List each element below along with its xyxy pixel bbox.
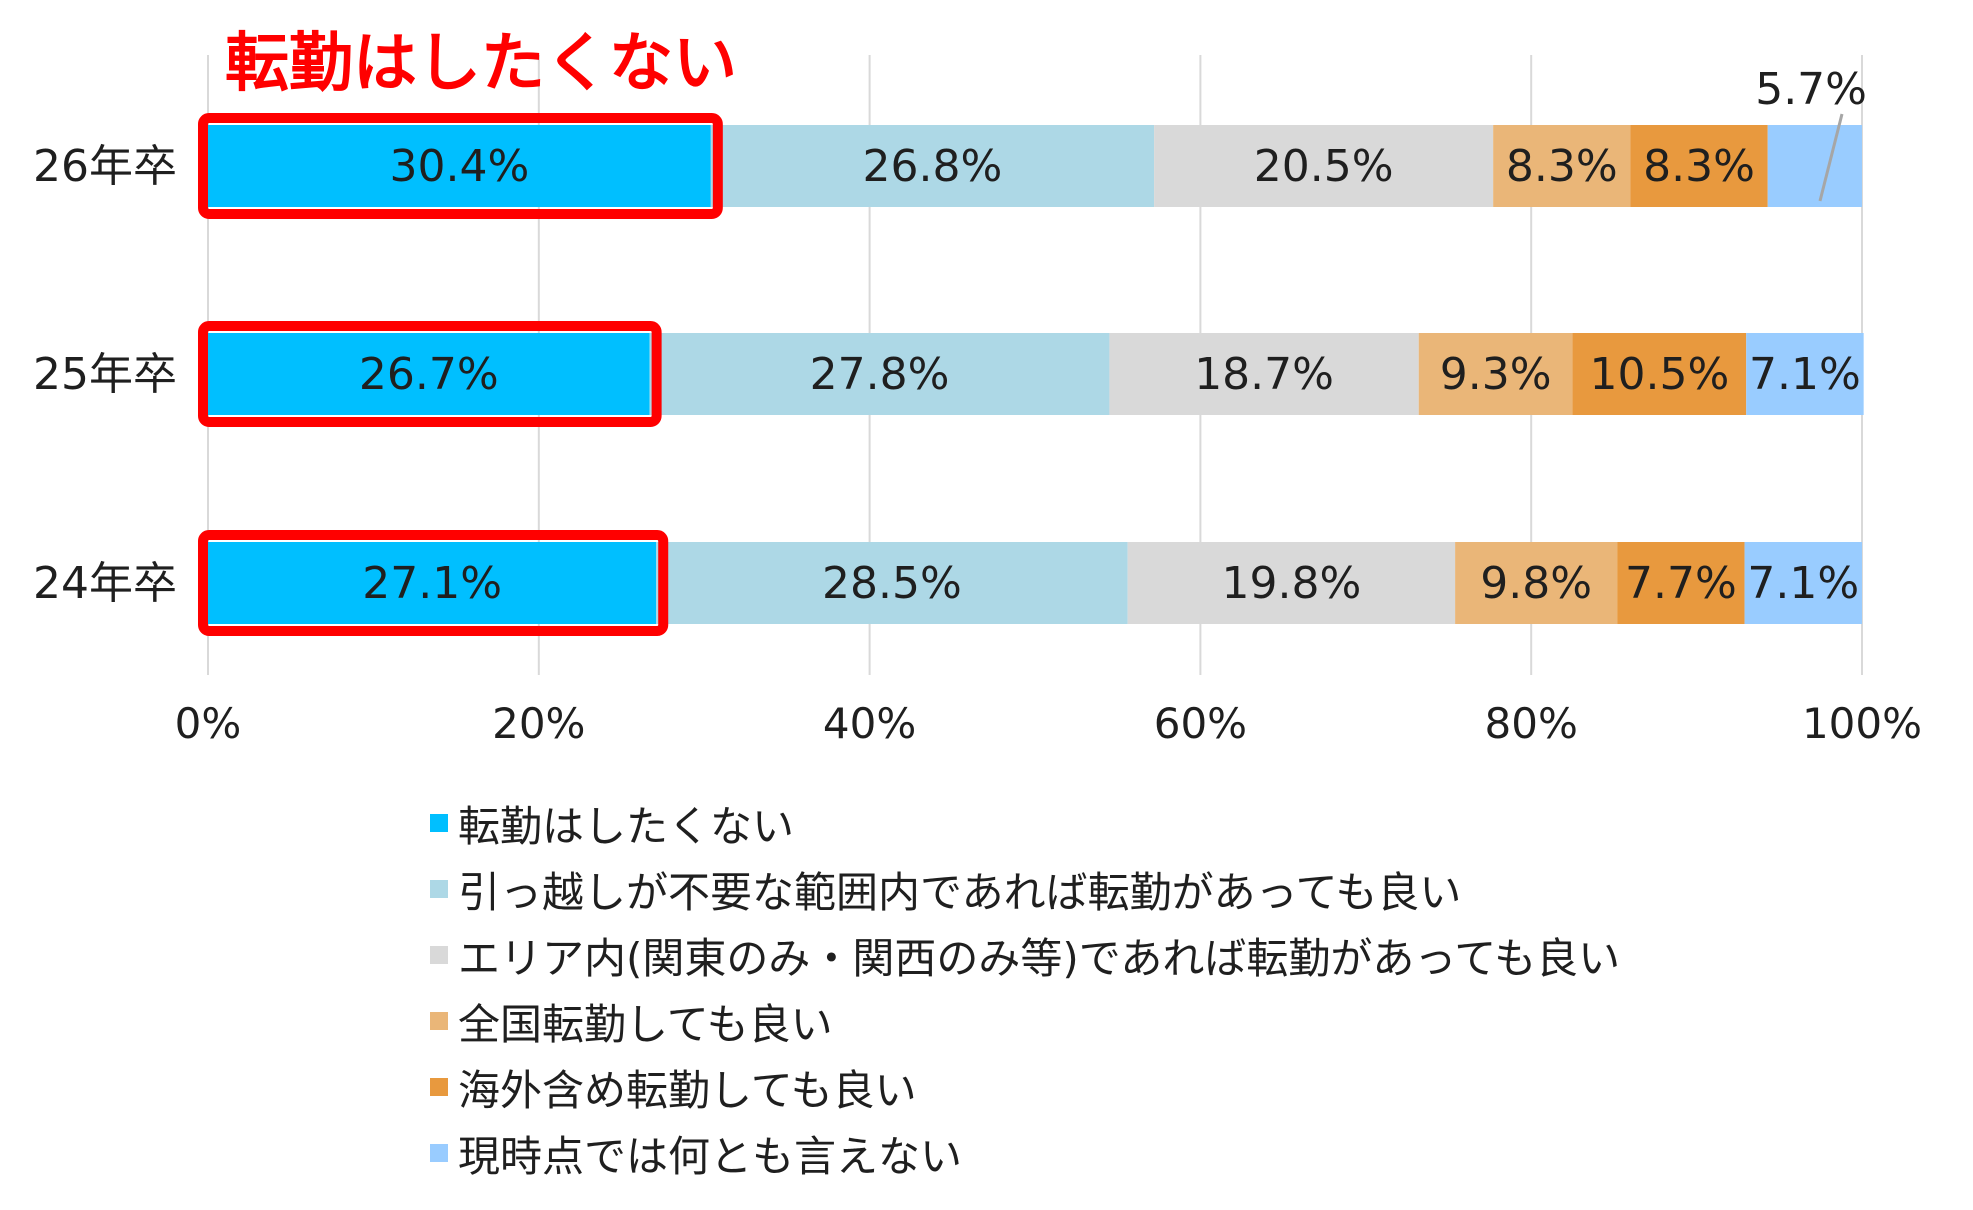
bar-segment [710,125,1155,207]
data-label: 27.8% [810,349,950,400]
bar-segment [656,542,1128,624]
legend-swatch [430,814,448,832]
data-label: 26.8% [863,141,1003,192]
legend: 転勤はしたくない引っ越しが不要な範囲内であれば転勤があっても良いエリア内(関東の… [430,790,1620,1186]
legend-swatch [430,946,448,964]
data-label: 5.7% [1755,64,1867,115]
highlight-box [198,113,723,219]
data-label: 20.5% [1254,141,1394,192]
legend-item: 転勤はしたくない [430,790,1620,856]
x-tick-label: 60% [1154,699,1247,748]
data-label: 9.3% [1440,349,1552,400]
legend-swatch [430,1078,448,1096]
bar-segment [1767,125,1862,207]
legend-item: 引っ越しが不要な範囲内であれば転勤があっても良い [430,856,1620,922]
x-tick-label: 40% [823,699,916,748]
legend-swatch [430,1012,448,1030]
data-label: 8.3% [1506,141,1618,192]
x-tick-label: 100% [1802,699,1922,748]
data-label: 28.5% [822,558,962,609]
data-label: 19.8% [1221,558,1361,609]
legend-label: 全国転勤しても良い [458,999,833,1049]
bar-segment [1572,333,1747,415]
leader-line [1818,113,1844,202]
legend-swatch [430,880,448,898]
data-label: 7.1% [1747,558,1859,609]
data-label: 26.7% [359,349,499,400]
data-label: 27.1% [362,558,502,609]
bar-segment [1630,125,1768,207]
bar-segment [1418,333,1573,415]
data-label: 8.3% [1643,141,1755,192]
bar-segments: 30.4% 26.8% 20.5% 8.3% 8.3%5.7%26.7% 27.8% 18.… [208,64,1867,624]
category-labels: 26年卒 25年卒 24年卒 [33,141,177,609]
bar-segment [649,333,1110,415]
bar-segment [208,125,711,207]
bar-segment [1617,542,1745,624]
bar-segment [1154,125,1494,207]
bar-segment [208,333,650,415]
data-label: 9.8% [1480,558,1592,609]
x-tick-label: 20% [492,699,585,748]
data-label: 18.7% [1194,349,1334,400]
bar-segment [208,542,657,624]
bar-segment [1744,542,1862,624]
data-label: 30.4% [390,141,530,192]
x-tick-label: 0% [175,699,242,748]
highlight-box [198,530,669,636]
bar-segment [1493,125,1631,207]
legend-label: 転勤はしたくない [458,801,795,851]
legend-swatch [430,1144,448,1162]
x-axis-tick-labels: 0% 20% 40% 60% 80% 100% [175,699,1922,748]
bar-segment [1127,542,1456,624]
legend-item: 現時点では何とも言えない [430,1120,1620,1186]
legend-label: 海外含め転勤しても良い [458,1065,917,1115]
bar-segment [1455,542,1618,624]
category-label: 25年卒 [33,349,177,400]
category-label: 24年卒 [33,558,177,609]
highlight-box [198,321,662,427]
legend-label: 引っ越しが不要な範囲内であれば転勤があっても良い [458,867,1462,917]
bar-segment [1746,333,1864,415]
legend-label: エリア内(関東のみ・関西のみ等)であれば転勤があっても良い [458,933,1621,983]
data-label: 10.5% [1589,349,1729,400]
legend-label: 現時点では何とも言えない [458,1131,963,1181]
highlight-annotation: 転勤はしたくない [198,27,737,636]
x-tick-label: 80% [1485,699,1578,748]
bar-segment [1109,333,1419,415]
category-label: 26年卒 [33,141,177,192]
data-label: 7.7% [1625,558,1737,609]
legend-item: エリア内(関東のみ・関西のみ等)であれば転勤があっても良い [430,922,1620,988]
data-label: 7.1% [1749,349,1861,400]
annotation-title: 転勤はしたくない [225,27,737,101]
legend-item: 海外含め転勤しても良い [430,1054,1620,1120]
legend-item: 全国転勤しても良い [430,988,1620,1054]
